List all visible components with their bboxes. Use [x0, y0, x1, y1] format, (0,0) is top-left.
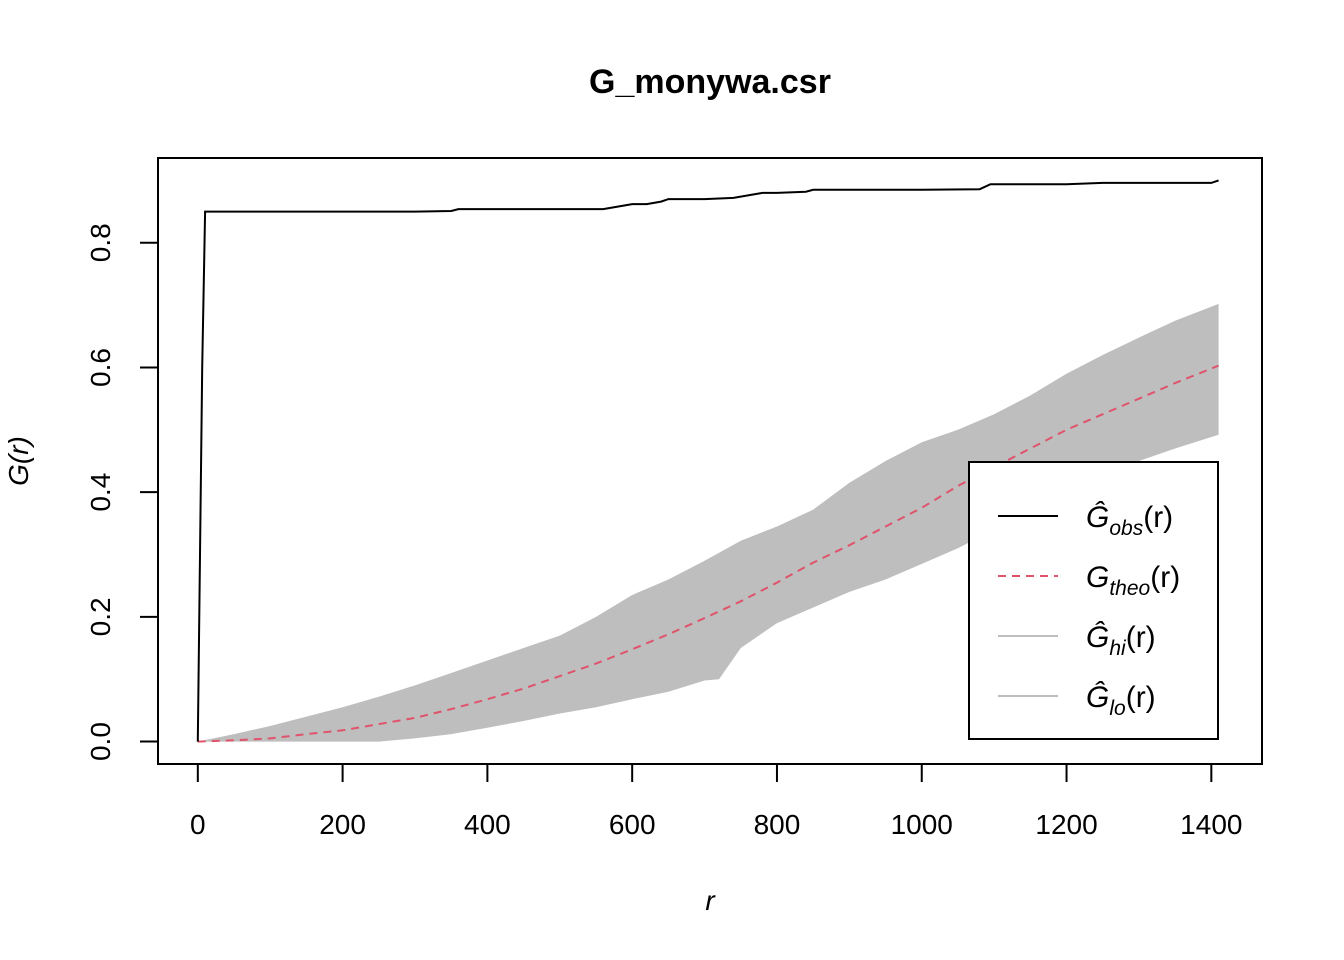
- legend-label-theo: Gtheo(r): [1086, 561, 1180, 600]
- envelope-band: [197, 303, 1219, 742]
- y-tick-label: 0.0: [85, 722, 116, 761]
- series-line-layer: [196, 179, 1219, 743]
- x-tick-label: 200: [319, 809, 366, 840]
- x-axis: 0 200 400 600 800 1000 1200 1400: [190, 763, 1242, 840]
- x-axis-label: r: [705, 885, 716, 916]
- y-tick-label: 0.6: [85, 348, 116, 387]
- x-tick-label: 1200: [1035, 809, 1097, 840]
- x-tick-label: 1400: [1180, 809, 1242, 840]
- y-tick-label: 0.4: [85, 473, 116, 512]
- y-axis-label: G(r): [3, 436, 34, 486]
- x-tick-label: 400: [464, 809, 511, 840]
- chart-title: G_monywa.csr: [589, 63, 831, 101]
- obs-series-line: [196, 179, 1219, 742]
- legend-label-obs: Ĝobs(r): [1086, 500, 1173, 540]
- envelope-band-layer: [197, 303, 1219, 742]
- x-tick-label: 800: [754, 809, 801, 840]
- legend-label-hi: Ĝhi(r): [1086, 620, 1156, 660]
- x-tick-label: 600: [609, 809, 656, 840]
- y-tick-label: 0.8: [85, 223, 116, 262]
- theo-series-line: [197, 364, 1219, 743]
- y-axis: 0.0 0.2 0.4 0.6 0.8: [85, 223, 159, 761]
- legend-label-lo: Ĝlo(r): [1086, 680, 1156, 720]
- x-tick-label: 0: [190, 809, 206, 840]
- legend: Ĝobs(r) Gtheo(r) Ĝhi(r) Ĝlo(r): [968, 461, 1219, 740]
- x-tick-label: 1000: [891, 809, 953, 840]
- legend-box: [968, 461, 1219, 740]
- y-tick-label: 0.2: [85, 597, 116, 636]
